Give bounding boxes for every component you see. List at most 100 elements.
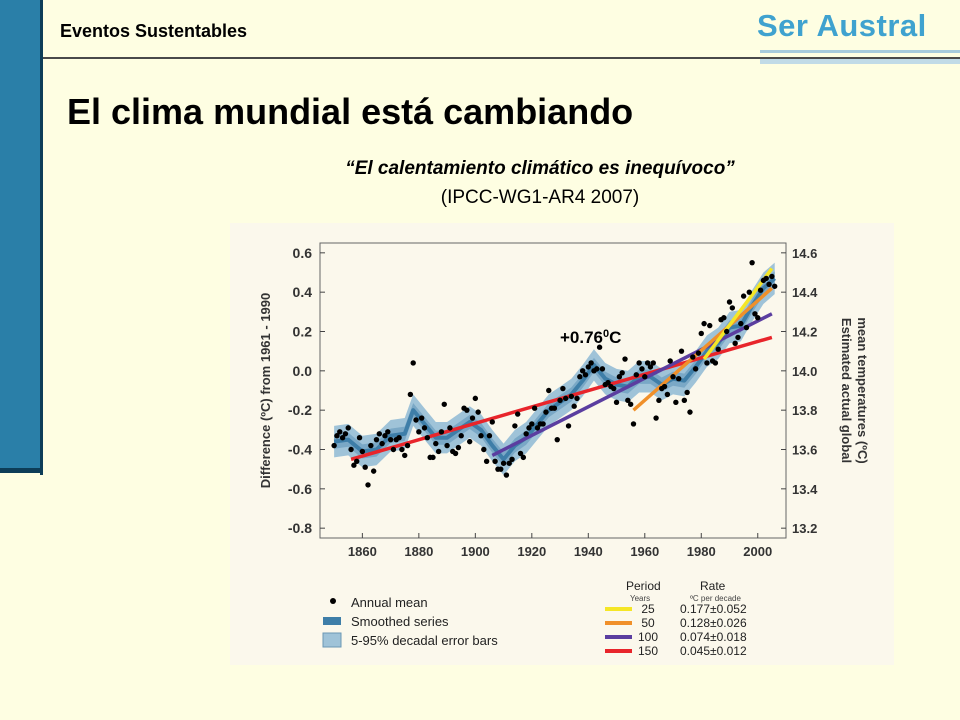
annual-mean-point	[571, 403, 577, 409]
annual-mean-point	[565, 423, 572, 429]
annual-mean-point	[498, 466, 504, 472]
annual-mean-point	[472, 395, 479, 402]
annual-mean-point	[331, 442, 337, 449]
annual-mean-point	[740, 293, 747, 299]
legend-rate-unit: ºC per decade	[690, 594, 742, 603]
y-right-tick-label: 13.8	[792, 403, 817, 418]
legend-rate-header: Rate	[700, 579, 726, 593]
annual-mean-point	[486, 433, 493, 439]
y-left-tick-label: -0.8	[288, 520, 312, 536]
annual-mean-point	[356, 435, 363, 441]
legend-trend-rate: 0.177±0.052	[680, 602, 747, 616]
annual-mean-point	[540, 421, 546, 427]
annual-mean-point	[723, 328, 730, 335]
y-right-tick-label: 14.0	[792, 364, 817, 379]
annual-mean-point	[757, 287, 764, 293]
page-title: El clima mundial está cambiando	[67, 91, 634, 132]
annual-mean-point	[726, 299, 733, 305]
legend-trend-rate: 0.074±0.018	[680, 630, 747, 644]
legend-trend-period: 50	[641, 616, 655, 630]
annual-mean-point	[692, 366, 699, 372]
annual-mean-point	[534, 425, 541, 431]
annual-mean-point	[647, 364, 654, 370]
annual-mean-point	[523, 431, 529, 437]
legend-error-bars-marker	[322, 632, 342, 648]
annual-mean-point	[611, 385, 617, 392]
annual-mean-point	[506, 460, 512, 466]
annual-mean-point	[729, 305, 736, 311]
y-left-tick-label: 0.2	[293, 324, 313, 340]
annual-mean-point	[684, 389, 690, 396]
annual-mean-point	[416, 429, 422, 435]
temperature-chart: +0.760C 1860 1880 1900 1920 1940 1960 1980 2000…	[258, 242, 870, 658]
annual-mean-point	[433, 440, 439, 447]
annual-mean-point	[387, 436, 394, 443]
annual-mean-point	[563, 395, 569, 402]
annual-mean-point	[639, 366, 645, 372]
annual-mean-point	[749, 259, 755, 266]
y-left-tick-label: -0.2	[288, 402, 312, 418]
annual-mean-point	[670, 374, 676, 380]
y-left-tick-label: -0.4	[288, 442, 312, 458]
annual-mean-point	[752, 311, 758, 317]
plot-frame	[319, 242, 787, 539]
annual-mean-point	[543, 409, 549, 415]
annual-mean-point	[478, 433, 484, 439]
legend-trend-rate: 0.045±0.012	[680, 644, 747, 658]
logo-underline	[760, 50, 960, 53]
annual-mean-point	[613, 399, 620, 405]
y-left-tick-label: 0.0	[293, 363, 313, 379]
annual-mean-point	[599, 366, 606, 372]
annual-mean-point	[656, 397, 662, 404]
annual-mean-point	[763, 275, 769, 282]
annual-mean-point	[675, 376, 682, 382]
annual-mean-point	[517, 450, 524, 457]
annual-mean-point	[627, 401, 634, 407]
annual-mean-point	[430, 454, 436, 461]
annual-mean-point	[732, 340, 738, 346]
annual-mean-point	[399, 446, 405, 453]
legend-trend-rate: 0.128±0.026	[680, 616, 747, 630]
annual-mean-point	[616, 374, 623, 380]
annual-mean-point	[633, 372, 640, 378]
legend-period-header: Period	[626, 579, 661, 593]
annual-mean-point	[546, 387, 552, 394]
annual-mean-point	[678, 348, 685, 354]
y-right-tick-label: 13.6	[792, 443, 817, 458]
annual-mean-point	[712, 360, 719, 366]
trend-line-25	[702, 267, 774, 361]
annual-mean-point	[766, 281, 772, 287]
annual-mean-point	[605, 379, 611, 386]
legend-annual-mean-label: Annual mean	[351, 595, 428, 610]
annual-mean-point	[661, 383, 668, 390]
annual-mean-point	[441, 401, 447, 407]
annual-mean-point	[404, 442, 411, 449]
x-tick-label: 2000	[743, 544, 772, 559]
annual-mean-point	[464, 407, 470, 413]
legend-trend-period: 150	[638, 644, 658, 658]
annual-mean-point	[577, 374, 583, 380]
annual-mean-point	[483, 458, 490, 464]
annual-mean-point	[348, 446, 354, 453]
annual-mean-point	[560, 385, 566, 392]
quote-source: (IPCC-WG1-AR4 2007)	[440, 187, 640, 208]
annual-mean-point	[529, 421, 535, 427]
annual-mean-point	[455, 444, 462, 451]
annual-mean-point	[704, 360, 710, 366]
annual-mean-point	[370, 468, 377, 474]
annual-mean-point	[469, 415, 476, 421]
annual-mean-point	[681, 397, 688, 404]
annual-mean-point	[755, 315, 761, 321]
y-right-axis-label-line2: mean temperatures (ºC)	[855, 317, 870, 463]
annual-mean-point	[596, 344, 603, 350]
annual-mean-point	[772, 283, 778, 289]
annual-mean-point	[636, 360, 642, 366]
legend-smoothed-marker	[323, 617, 341, 625]
annual-mean-point	[509, 456, 515, 463]
legend-error-bars-label: 5-95% decadal error bars	[351, 633, 498, 648]
annual-mean-point	[554, 436, 560, 443]
annual-mean-point	[424, 435, 431, 441]
legend-annual-mean-marker	[330, 598, 336, 604]
brand-logo: Ser Austral	[757, 8, 927, 43]
legend-trend-period: 25	[641, 602, 655, 616]
